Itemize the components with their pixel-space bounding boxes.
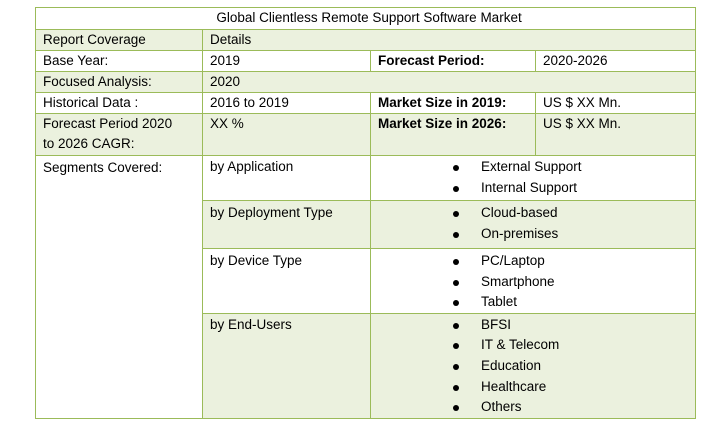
bullet-icon bbox=[453, 384, 459, 391]
segment-row-device: by Device Type PC/Laptop Smartphone Tabl… bbox=[36, 248, 697, 314]
focused-row: Focused Analysis: 2020 bbox=[35, 71, 697, 93]
bullet-icon bbox=[453, 165, 459, 171]
segment-row-deployment: by Deployment Type Cloud-based On-premis… bbox=[36, 200, 697, 249]
cagr-label: Forecast Period 2020 to 2026 CAGR: bbox=[35, 113, 203, 156]
header-details: Details bbox=[201, 29, 697, 51]
bullet-icon bbox=[453, 300, 459, 307]
list-item: External Support bbox=[378, 157, 695, 178]
market-size-2026-value: US $ XX Mn. bbox=[534, 113, 697, 156]
report-coverage-table: Global Clientless Remote Support Softwar… bbox=[34, 7, 697, 419]
list-item: PC/Laptop bbox=[378, 251, 695, 272]
segment-name: by Deployment Type bbox=[202, 200, 371, 249]
segment-items: BFSI IT & Telecom Education Healthcare O… bbox=[369, 312, 697, 419]
bullet-icon bbox=[453, 322, 459, 329]
forecast-period-value: 2020-2026 bbox=[534, 50, 697, 72]
market-size-2019-value: US $ XX Mn. bbox=[534, 92, 697, 114]
title-row: Global Clientless Remote Support Softwar… bbox=[34, 7, 697, 30]
segment-items: PC/Laptop Smartphone Tablet bbox=[369, 248, 697, 314]
historical-row: Historical Data : 2016 to 2019 Market Si… bbox=[35, 92, 697, 114]
focused-label: Focused Analysis: bbox=[35, 71, 203, 93]
market-size-2019-label: Market Size in 2019: bbox=[370, 92, 536, 114]
cagr-row: Forecast Period 2020 to 2026 CAGR: XX % … bbox=[35, 113, 697, 156]
bullet-icon bbox=[453, 279, 459, 286]
market-size-2026-label: Market Size in 2026: bbox=[370, 113, 536, 156]
base-year-row: Base Year: 2019 Forecast Period: 2020-20… bbox=[35, 50, 697, 72]
segment-items: Cloud-based On-premises bbox=[369, 200, 697, 249]
header-report-coverage: Report Coverage bbox=[35, 29, 203, 51]
segment-row-application: Segments Covered: by Application Externa… bbox=[35, 155, 697, 419]
forecast-period-label: Forecast Period: bbox=[370, 50, 536, 72]
list-item: BFSI bbox=[378, 315, 695, 336]
list-item: Education bbox=[378, 356, 695, 377]
list-item: Cloud-based bbox=[378, 203, 695, 224]
list-item: Internal Support bbox=[378, 178, 695, 199]
base-year-label: Base Year: bbox=[35, 50, 203, 72]
cagr-value: XX % bbox=[202, 113, 371, 156]
bullet-icon bbox=[453, 231, 459, 238]
bullet-icon bbox=[453, 185, 459, 192]
base-year-value: 2019 bbox=[202, 50, 371, 72]
segment-row-end-users: by End-Users BFSI IT & Telecom Education… bbox=[36, 312, 697, 419]
focused-value: 2020 bbox=[201, 71, 697, 93]
segment-items: External Support Internal Support bbox=[369, 155, 697, 201]
list-item: IT & Telecom bbox=[378, 335, 695, 356]
cagr-label-line2: to 2026 CAGR: bbox=[43, 136, 135, 151]
table-title: Global Clientless Remote Support Softwar… bbox=[34, 7, 697, 30]
segments-label: Segments Covered: bbox=[35, 155, 203, 419]
segment-name: by Device Type bbox=[202, 248, 371, 314]
list-item: Others bbox=[378, 397, 695, 418]
historical-value: 2016 to 2019 bbox=[202, 92, 371, 114]
historical-label: Historical Data : bbox=[35, 92, 203, 114]
cagr-label-line1: Forecast Period 2020 bbox=[43, 116, 173, 131]
segment-name: by Application bbox=[202, 155, 371, 201]
bullet-icon bbox=[453, 405, 459, 412]
bullet-icon bbox=[453, 211, 459, 217]
list-item: Tablet bbox=[378, 292, 695, 313]
bullet-icon bbox=[453, 259, 459, 265]
header-row: Report Coverage Details bbox=[35, 29, 697, 51]
bullet-icon bbox=[453, 363, 459, 370]
segment-name: by End-Users bbox=[202, 312, 371, 419]
list-item: Healthcare bbox=[378, 377, 695, 398]
bullet-icon bbox=[453, 343, 459, 350]
list-item: Smartphone bbox=[378, 272, 695, 293]
list-item: On-premises bbox=[378, 224, 695, 245]
